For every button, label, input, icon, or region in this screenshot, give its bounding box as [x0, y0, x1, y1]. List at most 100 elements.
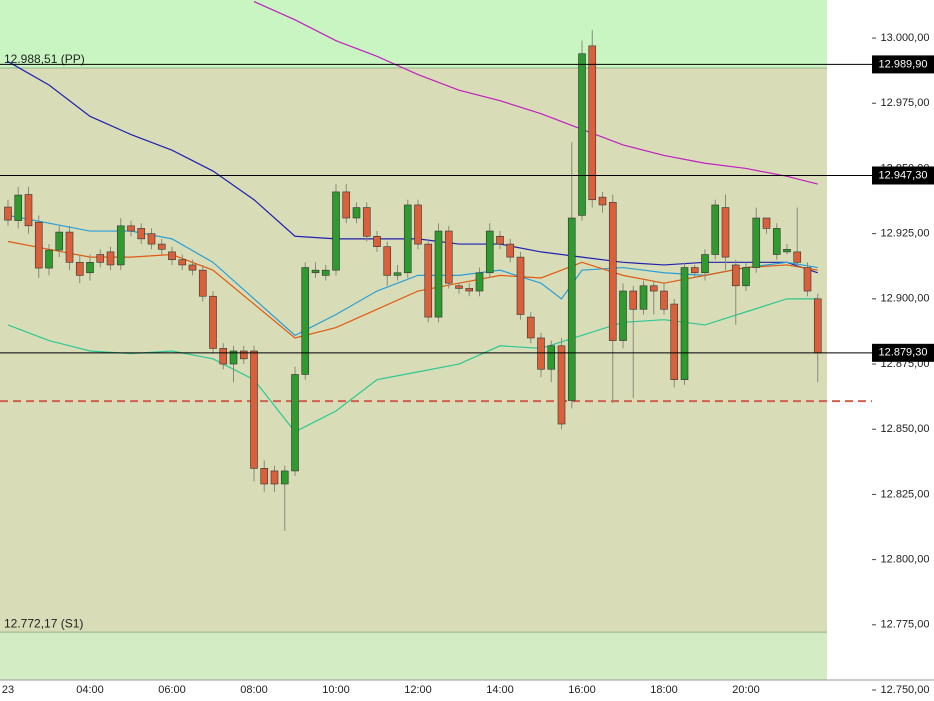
y-tick-label: 12.800,00: [881, 554, 930, 566]
candle-body: [219, 348, 228, 365]
candle-body: [485, 230, 494, 274]
candle-body: [393, 272, 402, 276]
candle-body: [619, 290, 627, 341]
candle-body: [198, 269, 207, 297]
candle-body: [147, 233, 156, 245]
candle-body: [649, 285, 658, 292]
candle-body: [209, 295, 217, 349]
candle-body: [670, 303, 679, 380]
candle-body: [86, 262, 94, 274]
price-tag: [872, 166, 934, 185]
candle-body: [403, 204, 412, 274]
candle-body: [178, 259, 187, 266]
candle-body: [34, 221, 43, 269]
candle-body: [813, 298, 822, 354]
x-tick-label: 18:00: [650, 684, 678, 696]
price-tag-label: 12.879,30: [879, 347, 928, 359]
candle-body: [383, 246, 392, 276]
candle-body: [96, 254, 105, 263]
price-tag-label: 12.989,90: [879, 58, 928, 70]
candle-body: [239, 350, 248, 360]
candle-body: [250, 350, 258, 469]
candle-body: [229, 350, 238, 365]
price-tag: [872, 55, 934, 74]
candle-body: [742, 267, 750, 287]
candle-body: [424, 243, 433, 318]
y-tick-label: 13.000,00: [881, 32, 930, 44]
candle-body: [711, 204, 720, 255]
candle-body: [721, 207, 730, 258]
candle-body: [280, 470, 289, 485]
candle-body: [75, 262, 84, 276]
candle-body: [4, 206, 12, 221]
candle-body: [157, 243, 166, 250]
candle-body: [455, 285, 463, 289]
y-tick-label: 12.925,00: [881, 228, 930, 240]
candle-body: [137, 228, 146, 240]
candle-body: [762, 217, 771, 229]
candle-body: [557, 345, 566, 425]
candle-body: [629, 290, 638, 310]
candle-body: [106, 251, 115, 266]
candle-body: [537, 337, 545, 370]
y-tick-label: 12.900,00: [881, 293, 930, 305]
indicator-line: [253, 1, 818, 185]
candle-body: [465, 288, 474, 292]
candle-body: [444, 230, 453, 284]
candle-body: [752, 217, 761, 268]
candle-body: [188, 264, 197, 271]
candle-body: [793, 251, 802, 263]
candle-body: [127, 225, 135, 232]
candle-body: [731, 264, 740, 287]
price-tag-label: 12.947,30: [879, 169, 928, 181]
x-tick-label: 16:00: [568, 684, 596, 696]
pivot-label: 12.988,51 (PP): [4, 52, 85, 66]
candle-body: [690, 267, 699, 274]
candle-body: [116, 225, 125, 266]
y-tick-label: 12.775,00: [881, 619, 930, 631]
x-tick-label: 23: [2, 684, 14, 696]
candle-body: [567, 217, 576, 401]
candle-body: [260, 468, 269, 485]
candle-body: [55, 231, 64, 251]
candle-body: [24, 194, 33, 227]
pivot-zone: [0, 0, 827, 69]
candle-body: [301, 267, 310, 375]
candle-body: [598, 196, 607, 206]
y-tick-label: 12.975,00: [881, 97, 930, 109]
candle-body: [660, 290, 668, 310]
x-tick-label: 08:00: [240, 684, 268, 696]
y-tick-label: 12.750,00: [881, 684, 930, 696]
candle-body: [352, 207, 361, 219]
x-tick-label: 12:00: [404, 684, 432, 696]
candle-body: [270, 470, 279, 485]
candle-body: [608, 202, 617, 341]
candle-body: [526, 316, 535, 339]
candle-body: [311, 269, 320, 274]
candle-body: [547, 345, 556, 370]
candle-body: [772, 228, 781, 255]
candle-body: [168, 251, 176, 261]
candle-body: [434, 230, 443, 318]
x-tick-label: 10:00: [322, 684, 350, 696]
pivot-label: 12.772,17 (S1): [4, 616, 83, 630]
x-tick-label: 14:00: [486, 684, 514, 696]
candle-body: [783, 248, 791, 253]
x-tick-label: 06:00: [158, 684, 186, 696]
candle-body: [578, 53, 586, 216]
candle-body: [342, 191, 351, 219]
price-tag: [872, 343, 934, 362]
candle-body: [496, 235, 504, 245]
x-tick-label: 20:00: [732, 684, 760, 696]
candle-body: [475, 272, 484, 292]
candle-body: [332, 191, 340, 271]
candle-body: [65, 231, 74, 263]
candle-body: [506, 243, 515, 258]
candle-body: [516, 256, 525, 315]
x-tick-label: 04:00: [76, 684, 104, 696]
y-tick-label: 12.825,00: [881, 488, 930, 500]
plot-background: [0, 0, 827, 680]
y-tick-label: 12.850,00: [881, 423, 930, 435]
candle-body: [14, 194, 23, 221]
